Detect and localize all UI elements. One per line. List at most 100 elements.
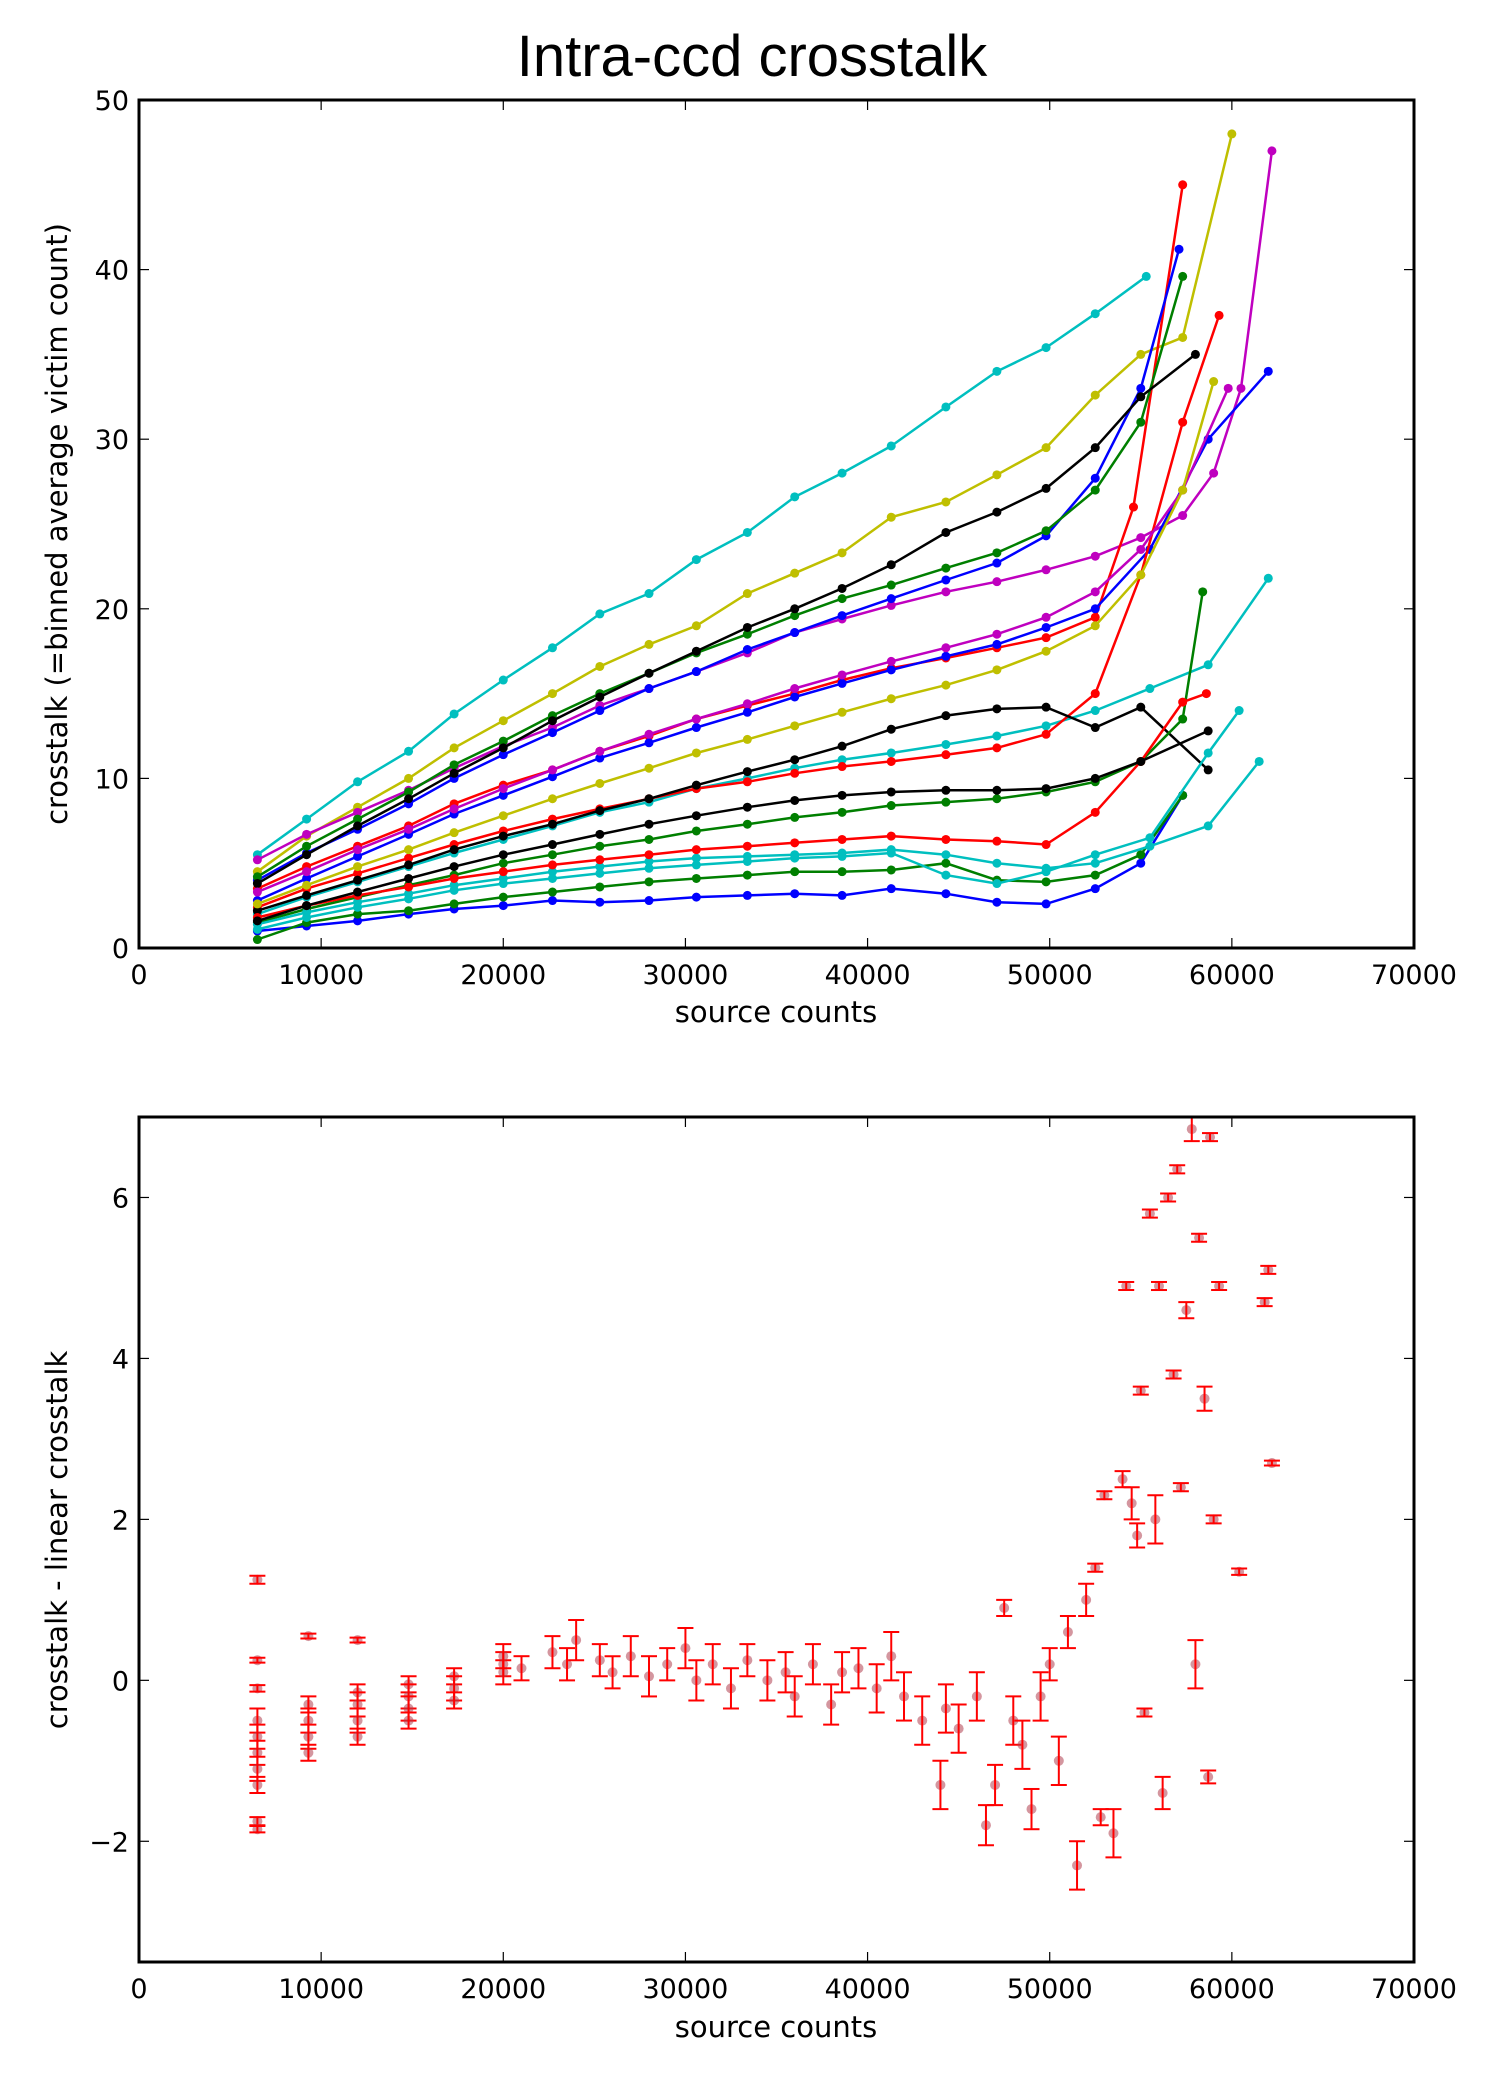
data-point xyxy=(837,834,847,844)
data-point xyxy=(1136,850,1146,860)
data-point xyxy=(1209,377,1219,387)
data-point xyxy=(1254,756,1264,766)
error-point xyxy=(968,1671,985,1722)
data-point xyxy=(992,558,1002,568)
x-tick-label: 10000 xyxy=(278,1974,364,2005)
data-point xyxy=(353,845,363,855)
data-point xyxy=(992,548,1002,558)
error-point xyxy=(1191,1232,1208,1243)
data-point xyxy=(1178,511,1188,521)
data-point xyxy=(1223,383,1233,393)
error-point xyxy=(1200,1769,1217,1785)
data-point xyxy=(1090,612,1100,622)
data-point xyxy=(1136,383,1146,393)
data-point xyxy=(837,678,847,688)
data-point xyxy=(1178,485,1188,495)
data-point xyxy=(886,848,896,858)
data-point xyxy=(1136,756,1146,766)
line-plot: 0 10000 20000 30000 40000 50000 60000 70000 0 10 2… xyxy=(40,86,1457,1029)
data-point xyxy=(992,577,1002,587)
y-tick-label: 2 xyxy=(112,1505,129,1536)
data-point xyxy=(837,707,847,717)
data-point xyxy=(691,780,701,790)
data-point xyxy=(941,497,951,507)
error-point xyxy=(300,1743,317,1762)
plot-frame xyxy=(137,1115,1416,1964)
data-point xyxy=(837,741,847,751)
y-tick-label: 0 xyxy=(112,1666,129,1697)
data-point xyxy=(886,831,896,841)
error-point xyxy=(1123,1486,1140,1521)
data-point xyxy=(941,643,951,653)
data-point xyxy=(886,756,896,766)
data-point xyxy=(742,890,752,900)
data-point xyxy=(886,665,896,675)
data-point xyxy=(1214,310,1224,320)
error-point xyxy=(1231,1566,1248,1577)
data-point xyxy=(837,890,847,900)
data-point xyxy=(941,587,951,597)
data-point xyxy=(353,862,363,872)
data-point xyxy=(595,806,605,816)
x-tick-label: 0 xyxy=(130,1974,147,2005)
data-point xyxy=(404,746,414,756)
series-s6 xyxy=(252,271,1188,882)
data-point xyxy=(498,743,508,753)
data-point xyxy=(1203,821,1213,831)
data-point xyxy=(1090,473,1100,483)
data-point xyxy=(691,892,701,902)
data-point xyxy=(547,873,557,883)
data-point xyxy=(595,862,605,872)
data-point xyxy=(449,828,459,838)
error-point xyxy=(249,1683,266,1694)
data-point xyxy=(1090,723,1100,733)
error-point xyxy=(677,1627,694,1670)
data-point xyxy=(1236,383,1246,393)
data-point xyxy=(449,845,459,855)
x-tick-label: 20000 xyxy=(460,960,546,991)
data-point xyxy=(1090,443,1100,453)
error-point xyxy=(1129,1522,1146,1549)
data-point xyxy=(1041,784,1051,794)
error-point xyxy=(1147,1494,1164,1545)
residual-plot: 0 10000 20000 30000 40000 50000 60000 70000 −2 0 2… xyxy=(40,1115,1457,2044)
data-point xyxy=(547,689,557,699)
data-point xyxy=(353,909,363,919)
data-point xyxy=(1090,587,1100,597)
error-point xyxy=(823,1683,840,1726)
data-point xyxy=(353,916,363,926)
data-point xyxy=(742,707,752,717)
y-tick-label: 6 xyxy=(112,1183,129,1214)
data-point xyxy=(742,699,752,709)
data-point xyxy=(691,748,701,758)
error-point xyxy=(641,1655,657,1698)
error-point xyxy=(950,1703,967,1754)
error-point xyxy=(1183,1116,1200,1143)
data-point xyxy=(691,723,701,733)
data-point xyxy=(644,877,654,887)
error-point xyxy=(1050,1735,1067,1786)
data-point xyxy=(1174,244,1184,254)
data-point xyxy=(941,575,951,585)
data-point xyxy=(449,768,459,778)
figure-title: Intra-ccd crosstalk xyxy=(517,24,989,89)
error-point xyxy=(786,1675,803,1718)
error-point xyxy=(446,1691,463,1710)
data-point xyxy=(691,621,701,631)
data-point xyxy=(302,901,312,911)
data-point xyxy=(498,901,508,911)
series-s16 xyxy=(252,383,1233,897)
data-point xyxy=(644,819,654,829)
series-line xyxy=(256,276,1184,878)
data-point xyxy=(790,889,800,899)
data-point xyxy=(691,811,701,821)
data-point xyxy=(595,753,605,763)
error-point xyxy=(659,1647,676,1682)
data-point xyxy=(1145,833,1155,843)
data-point xyxy=(302,814,312,824)
error-point xyxy=(568,1618,585,1662)
error-point xyxy=(400,1711,417,1730)
data-point xyxy=(691,860,701,870)
data-point xyxy=(644,896,654,906)
error-point xyxy=(777,1651,794,1694)
